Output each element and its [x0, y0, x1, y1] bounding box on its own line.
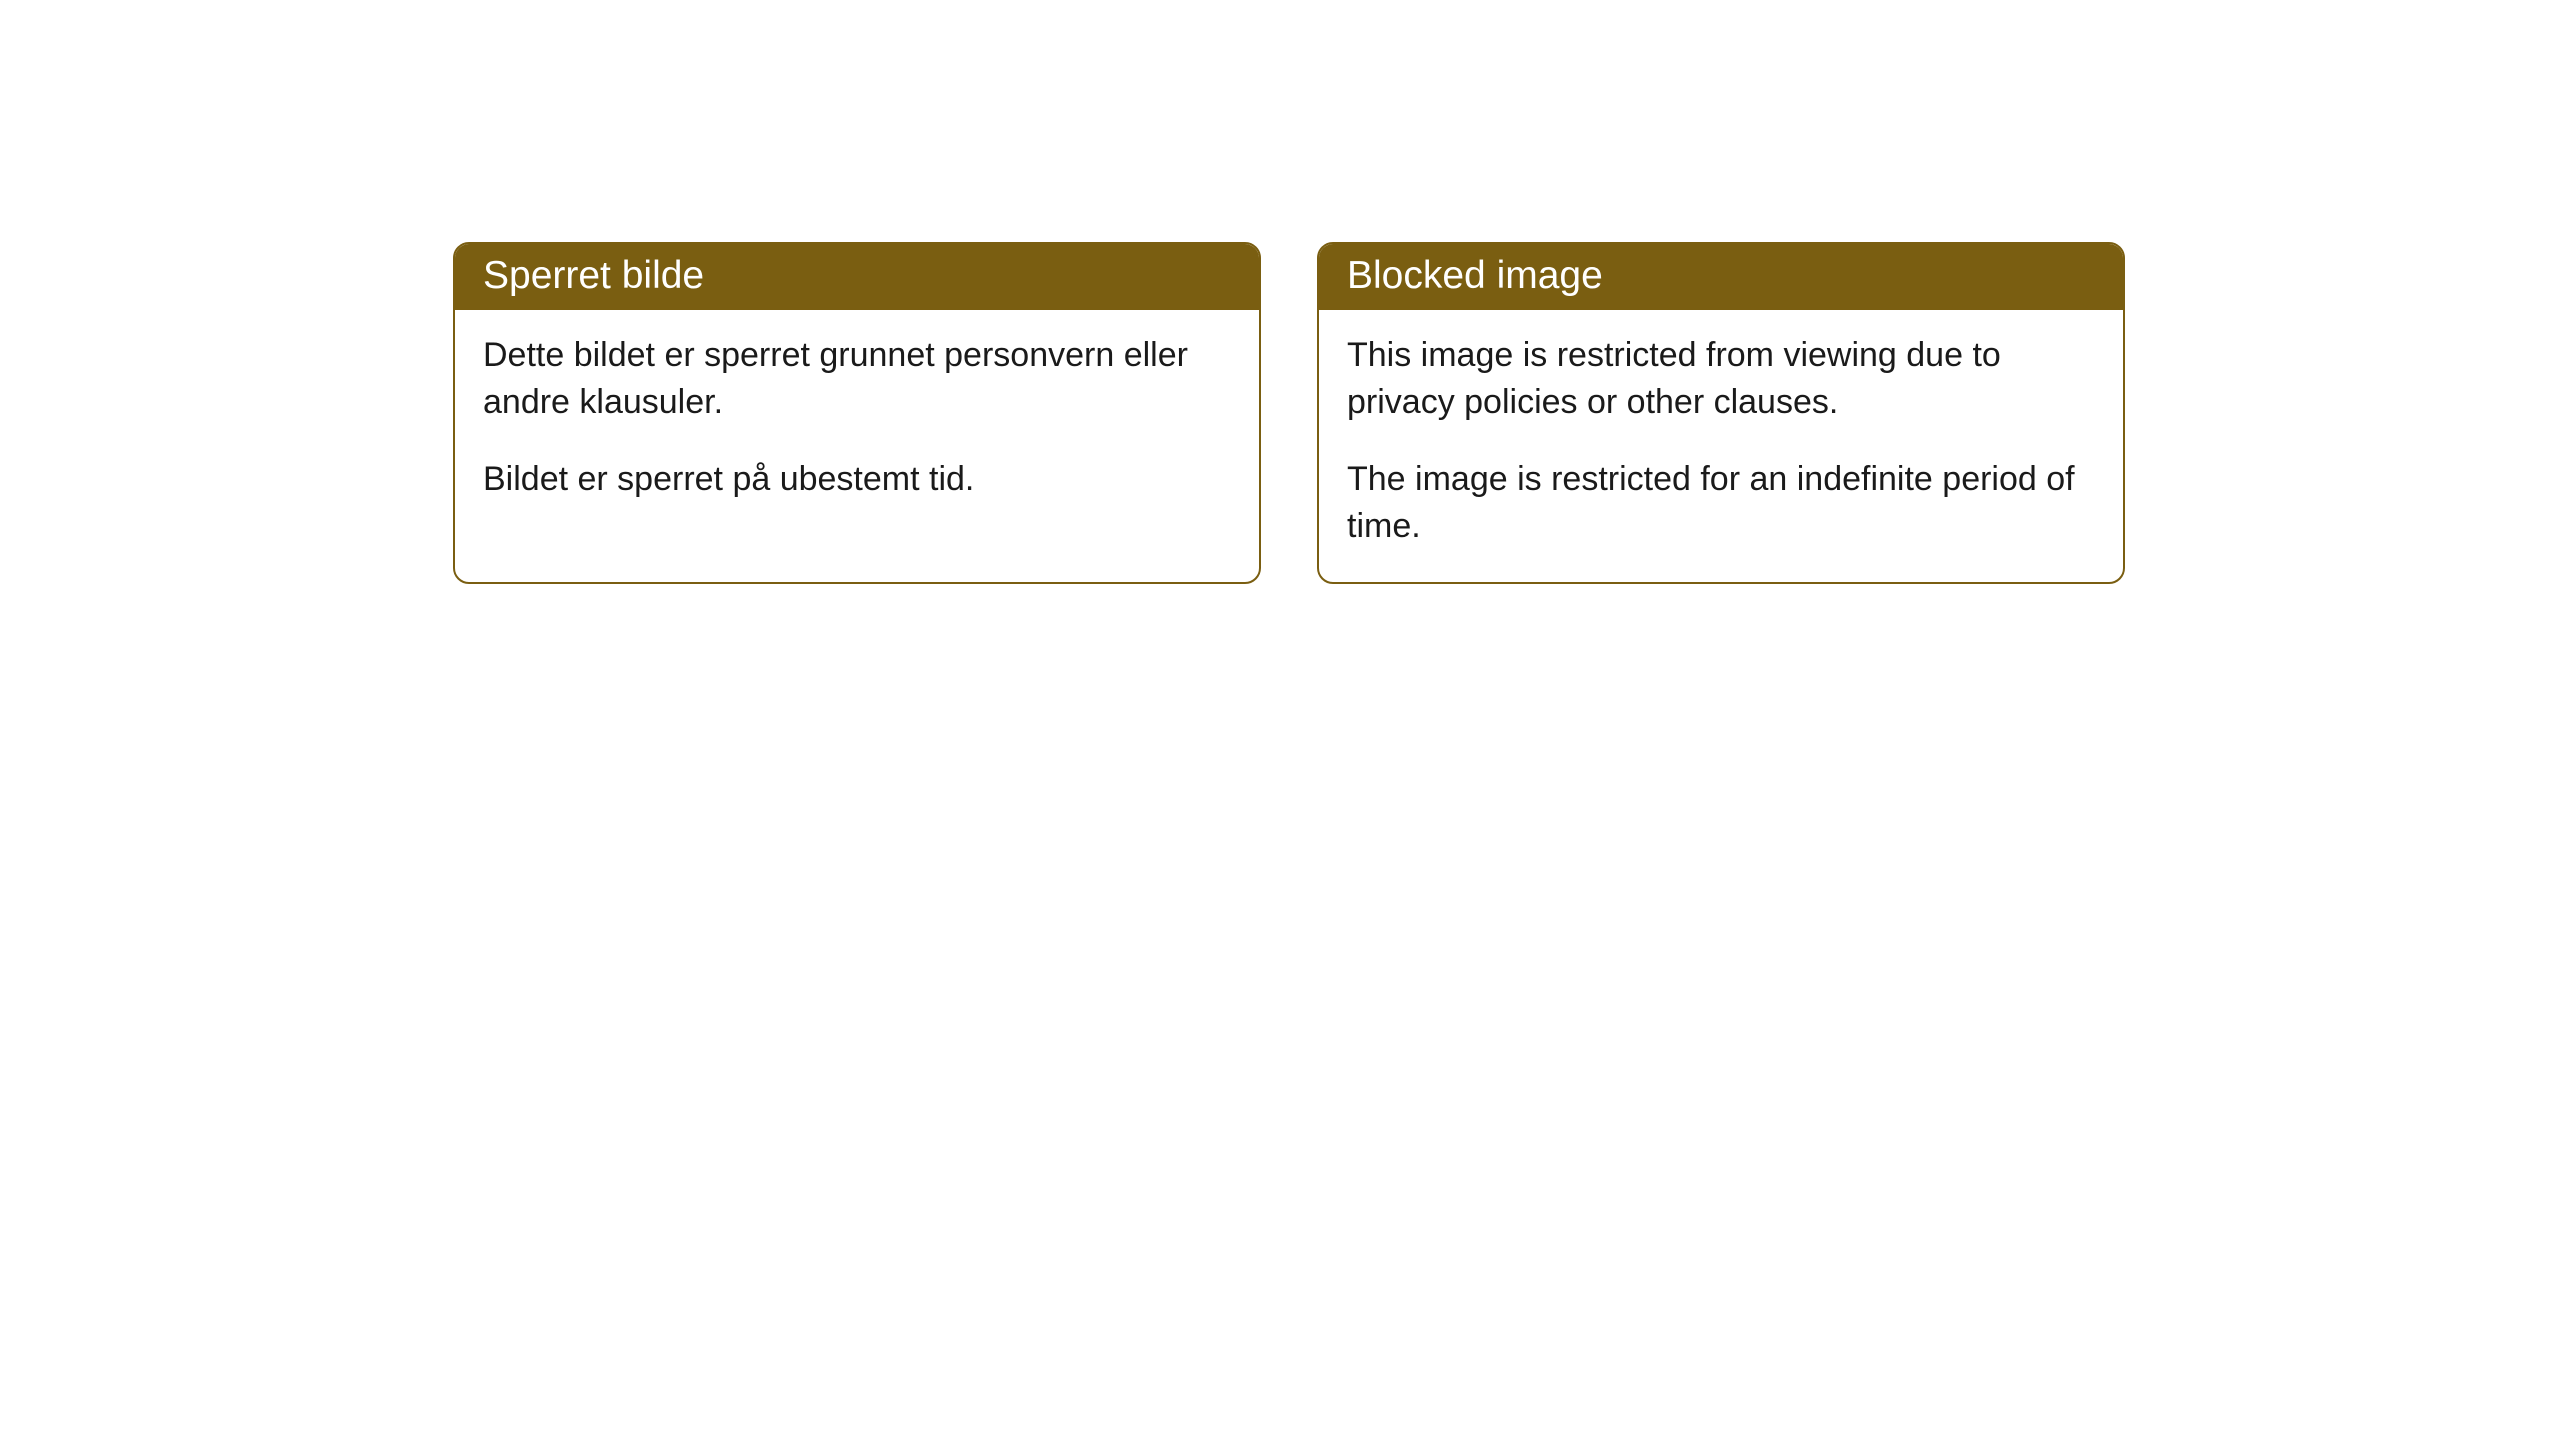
card-title: Blocked image	[1319, 244, 2123, 310]
card-body: This image is restricted from viewing du…	[1319, 310, 2123, 582]
notice-cards-container: Sperret bilde Dette bildet er sperret gr…	[453, 242, 2125, 584]
card-paragraph-1: This image is restricted from viewing du…	[1347, 332, 2095, 426]
card-paragraph-1: Dette bildet er sperret grunnet personve…	[483, 332, 1231, 426]
card-body: Dette bildet er sperret grunnet personve…	[455, 310, 1259, 535]
card-paragraph-2: The image is restricted for an indefinit…	[1347, 456, 2095, 550]
card-title: Sperret bilde	[455, 244, 1259, 310]
blocked-image-card-english: Blocked image This image is restricted f…	[1317, 242, 2125, 584]
blocked-image-card-norwegian: Sperret bilde Dette bildet er sperret gr…	[453, 242, 1261, 584]
card-paragraph-2: Bildet er sperret på ubestemt tid.	[483, 456, 1231, 503]
